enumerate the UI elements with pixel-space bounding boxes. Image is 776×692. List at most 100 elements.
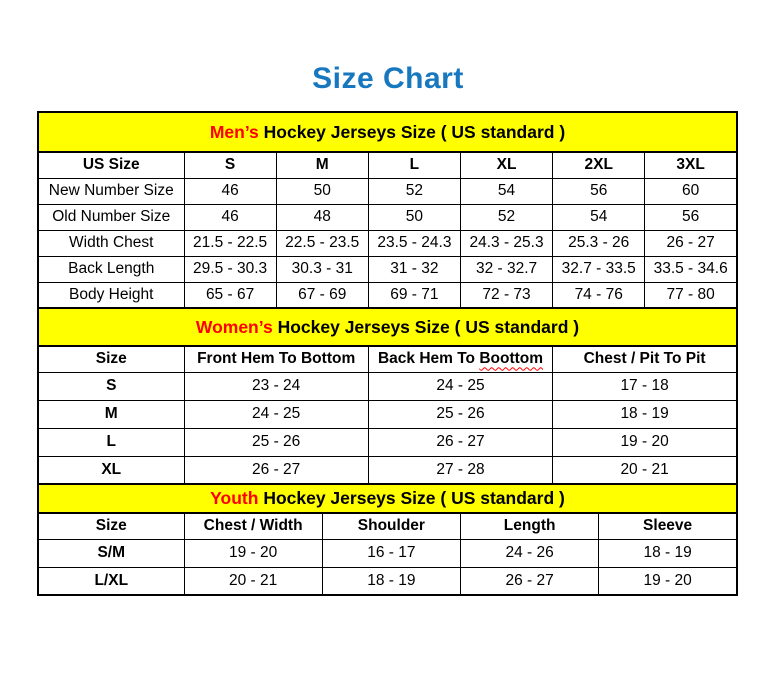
table-row: Back Length 29.5 - 30.3 30.3 - 31 31 - 3…: [37, 255, 738, 283]
column-header: Size: [37, 345, 185, 373]
spellcheck-squiggle-word: Boottom: [479, 350, 544, 368]
cell: 72 - 73: [459, 281, 554, 309]
column-header: Length: [459, 512, 600, 540]
youth-header-row: Size Chest / Width Shoulder Length Sleev…: [37, 512, 738, 540]
cell: 56: [552, 177, 646, 205]
row-label: Old Number Size: [37, 203, 185, 231]
womens-band: Women’s Hockey Jerseys Size ( US standar…: [37, 307, 738, 347]
row-label: L: [37, 427, 185, 457]
cell: 18 - 19: [598, 538, 738, 568]
column-header: Shoulder: [321, 512, 462, 540]
cell: 26 - 27: [183, 455, 369, 485]
cell: 23.5 - 24.3: [367, 229, 461, 257]
mens-size-table: Men’s Hockey Jerseys Size ( US standard …: [37, 111, 738, 309]
cell: 27 - 28: [367, 455, 554, 485]
row-label: Body Height: [37, 281, 185, 309]
cell: 52: [459, 203, 554, 231]
column-header: Chest / Pit To Pit: [552, 345, 738, 373]
cell: 24.3 - 25.3: [459, 229, 554, 257]
column-header: Chest / Width: [183, 512, 323, 540]
womens-band-highlight: Women’s: [195, 316, 273, 337]
cell: 74 - 76: [552, 281, 646, 309]
cell: 32.7 - 33.5: [552, 255, 646, 283]
cell: 21.5 - 22.5: [183, 229, 277, 257]
womens-band-rest: Hockey Jerseys Size ( US standard ): [277, 316, 580, 337]
cell: 26 - 27: [459, 566, 600, 596]
cell: 20 - 21: [552, 455, 738, 485]
table-row: M 24 - 25 25 - 26 18 - 19: [37, 399, 738, 429]
table-row: S 23 - 24 24 - 25 17 - 18: [37, 371, 738, 401]
table-row: Width Chest 21.5 - 22.5 22.5 - 23.5 23.5…: [37, 229, 738, 257]
cell: 56: [644, 203, 738, 231]
cell: 77 - 80: [644, 281, 738, 309]
column-header: 2XL: [552, 151, 646, 179]
cell: 33.5 - 34.6: [644, 255, 738, 283]
table-row: New Number Size 46 50 52 54 56 60: [37, 177, 738, 205]
cell: 18 - 19: [321, 566, 462, 596]
cell: 32 - 32.7: [459, 255, 554, 283]
cell: 25 - 26: [183, 427, 369, 457]
row-label: Width Chest: [37, 229, 185, 257]
cell: 24 - 25: [183, 399, 369, 429]
cell: 60: [644, 177, 738, 205]
womens-size-table: Women’s Hockey Jerseys Size ( US standar…: [37, 307, 738, 485]
cell: 24 - 25: [367, 371, 554, 401]
column-header: 3XL: [644, 151, 738, 179]
column-header: Size: [37, 512, 185, 540]
column-header: US Size: [37, 151, 185, 179]
row-label: M: [37, 399, 185, 429]
cell: 20 - 21: [183, 566, 323, 596]
cell: 24 - 26: [459, 538, 600, 568]
youth-band-highlight: Youth: [210, 488, 259, 508]
row-label: S: [37, 371, 185, 401]
row-label: S/M: [37, 538, 185, 568]
cell: 25 - 26: [367, 399, 554, 429]
row-label: Back Length: [37, 255, 185, 283]
column-header: Sleeve: [598, 512, 738, 540]
cell: 50: [367, 203, 461, 231]
cell: 25.3 - 26: [552, 229, 646, 257]
cell: 30.3 - 31: [275, 255, 369, 283]
size-chart-tables: Men’s Hockey Jerseys Size ( US standard …: [37, 111, 738, 596]
table-row: Old Number Size 46 48 50 52 54 56: [37, 203, 738, 231]
table-row: S/M 19 - 20 16 - 17 24 - 26 18 - 19: [37, 538, 738, 568]
cell: 46: [183, 177, 277, 205]
cell: 26 - 27: [644, 229, 738, 257]
womens-header-row: Size Front Hem To Bottom Back Hem To Boo…: [37, 345, 738, 373]
column-header: XL: [459, 151, 554, 179]
row-label: New Number Size: [37, 177, 185, 205]
column-header: Front Hem To Bottom: [183, 345, 369, 373]
column-header: S: [183, 151, 277, 179]
cell: 50: [275, 177, 369, 205]
youth-size-table: Youth Hockey Jerseys Size ( US standard …: [37, 483, 738, 596]
cell: 19 - 20: [183, 538, 323, 568]
column-header-misspelled: Back Hem To Boottom: [367, 345, 554, 373]
cell: 46: [183, 203, 277, 231]
cell: 23 - 24: [183, 371, 369, 401]
row-label: XL: [37, 455, 185, 485]
cell: 19 - 20: [598, 566, 738, 596]
row-label: L/XL: [37, 566, 185, 596]
page-title: Size Chart: [312, 62, 464, 95]
cell: 22.5 - 23.5: [275, 229, 369, 257]
youth-band-title: Youth Hockey Jerseys Size ( US standard …: [37, 483, 738, 514]
cell: 69 - 71: [367, 281, 461, 309]
mens-band-rest: Hockey Jerseys Size ( US standard ): [263, 121, 566, 142]
cell: 31 - 32: [367, 255, 461, 283]
cell: 54: [459, 177, 554, 205]
cell: 54: [552, 203, 646, 231]
mens-band-title: Men’s Hockey Jerseys Size ( US standard …: [37, 111, 738, 153]
youth-band: Youth Hockey Jerseys Size ( US standard …: [37, 483, 738, 514]
cell: 26 - 27: [367, 427, 554, 457]
mens-band-highlight: Men’s: [209, 121, 259, 142]
cell: 67 - 69: [275, 281, 369, 309]
column-header: M: [275, 151, 369, 179]
youth-band-rest: Hockey Jerseys Size ( US standard ): [263, 488, 565, 508]
cell: 16 - 17: [321, 538, 462, 568]
cell: 29.5 - 30.3: [183, 255, 277, 283]
cell: 52: [367, 177, 461, 205]
cell: 18 - 19: [552, 399, 738, 429]
cell: 17 - 18: [552, 371, 738, 401]
column-header: L: [367, 151, 461, 179]
table-row: L/XL 20 - 21 18 - 19 26 - 27 19 - 20: [37, 566, 738, 596]
